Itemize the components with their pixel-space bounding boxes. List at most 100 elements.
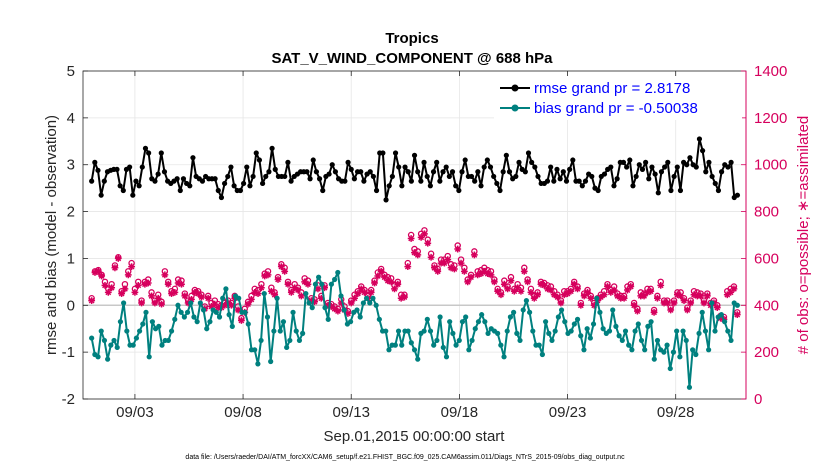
obs-assimilated-point — [517, 287, 525, 295]
bias-point — [680, 328, 686, 334]
rmse-point — [98, 192, 104, 198]
obs-assimilated-point — [540, 281, 548, 289]
obs-assimilated-point — [254, 290, 262, 297]
rmse-point — [240, 180, 247, 187]
rmse-point — [652, 171, 658, 177]
obs-assimilated-point — [634, 307, 641, 315]
obs-assimilated-point — [547, 286, 555, 294]
rmse-point — [282, 173, 288, 180]
obs-assimilated-point — [277, 263, 285, 271]
obs-count-markers — [88, 227, 741, 324]
obs-assimilated-point — [580, 292, 588, 300]
bias-point — [456, 337, 462, 344]
obs-assimilated-point — [314, 285, 322, 293]
obs-assimilated-point — [367, 289, 375, 296]
bias-point — [328, 281, 335, 287]
rmse-point — [630, 183, 636, 189]
obs-assimilated-point — [151, 299, 159, 307]
rmse-point — [161, 169, 168, 175]
bias-point — [523, 298, 530, 304]
bias-point — [370, 295, 376, 301]
bias-point — [479, 312, 485, 318]
bias-point — [597, 309, 603, 315]
obs-assimilated-point — [614, 292, 621, 300]
rmse-point — [250, 173, 256, 180]
rmse-point — [662, 164, 668, 170]
bias-point — [482, 319, 488, 325]
rmse-point — [718, 169, 725, 175]
rmse-point — [535, 173, 541, 180]
bias-point — [168, 328, 175, 334]
rmse-point — [316, 176, 323, 182]
bias-point — [706, 347, 712, 353]
obs-assimilated-point — [414, 251, 422, 259]
obs-assimilated-point — [397, 294, 405, 302]
bias-point — [450, 330, 456, 336]
obs-assimilated-point — [454, 245, 462, 253]
rmse-point — [529, 159, 535, 165]
obs-assimilated-point — [387, 278, 395, 286]
bias-point — [616, 333, 622, 339]
obs-assimilated-point — [141, 280, 149, 288]
rmse-point — [487, 164, 494, 170]
obs-assimilated-point — [188, 296, 195, 303]
rmse-point — [709, 173, 715, 180]
obs-assimilated-point — [447, 264, 455, 272]
rmse-point — [633, 173, 639, 180]
rmse-point — [443, 164, 449, 170]
obs-assimilated-point — [550, 291, 558, 299]
bias-point — [408, 340, 414, 346]
rmse-point — [358, 169, 364, 175]
rmse-point — [671, 173, 677, 180]
rmse-point — [437, 178, 443, 184]
bias-point — [229, 323, 235, 329]
bias-point — [712, 328, 718, 334]
chart-title: Tropics — [385, 30, 438, 47]
left-y-tick-label: -1 — [62, 344, 75, 361]
bias-point — [181, 314, 187, 320]
bias-point — [562, 319, 568, 325]
rmse-point — [620, 159, 627, 165]
rmse-point — [665, 159, 671, 165]
obs-assimilated-point — [663, 299, 671, 307]
rmse-point — [674, 164, 680, 170]
rmse-point — [310, 157, 316, 163]
bias-point — [590, 321, 597, 327]
obs-assimilated-point — [244, 300, 252, 308]
rmse-point — [345, 159, 351, 165]
bias-point — [514, 330, 520, 336]
obs-assimilated-point — [504, 285, 512, 293]
bias-point — [309, 305, 315, 311]
rmse-point — [506, 169, 513, 175]
rmse-point — [133, 178, 139, 184]
bias-point — [466, 347, 472, 353]
bias-point — [133, 335, 140, 341]
rmse-point — [703, 169, 709, 175]
x-axis-ticks: 09/03 09/08 09/13 09/18 09/23 09/28 — [116, 71, 694, 421]
rmse-point — [95, 167, 101, 173]
rmse-point — [389, 173, 395, 180]
rmse-point — [551, 178, 557, 184]
bias-point — [632, 328, 638, 334]
obs-assimilated-point — [267, 287, 275, 295]
obs-assimilated-point — [630, 301, 638, 309]
rmse-point — [693, 164, 699, 170]
right-y-tick-label: 0 — [754, 391, 762, 408]
bias-point — [261, 290, 267, 297]
bias-point — [284, 344, 290, 351]
bias-point — [306, 300, 312, 306]
obs-assimilated-point — [487, 271, 495, 279]
rmse-point — [655, 190, 661, 196]
obs-assimilated-point — [257, 284, 265, 292]
rmse-point — [500, 169, 506, 175]
obs-assimilated-point — [653, 294, 661, 302]
bias-point — [226, 312, 232, 318]
obs-assimilated-point — [723, 291, 731, 299]
bias-point — [191, 314, 197, 320]
bias-point — [373, 302, 379, 308]
bias-point — [405, 328, 411, 334]
rmse-point — [222, 180, 228, 187]
bias-point — [274, 295, 280, 301]
obs-assimilated-point — [444, 256, 452, 263]
rmse-point — [155, 171, 161, 177]
